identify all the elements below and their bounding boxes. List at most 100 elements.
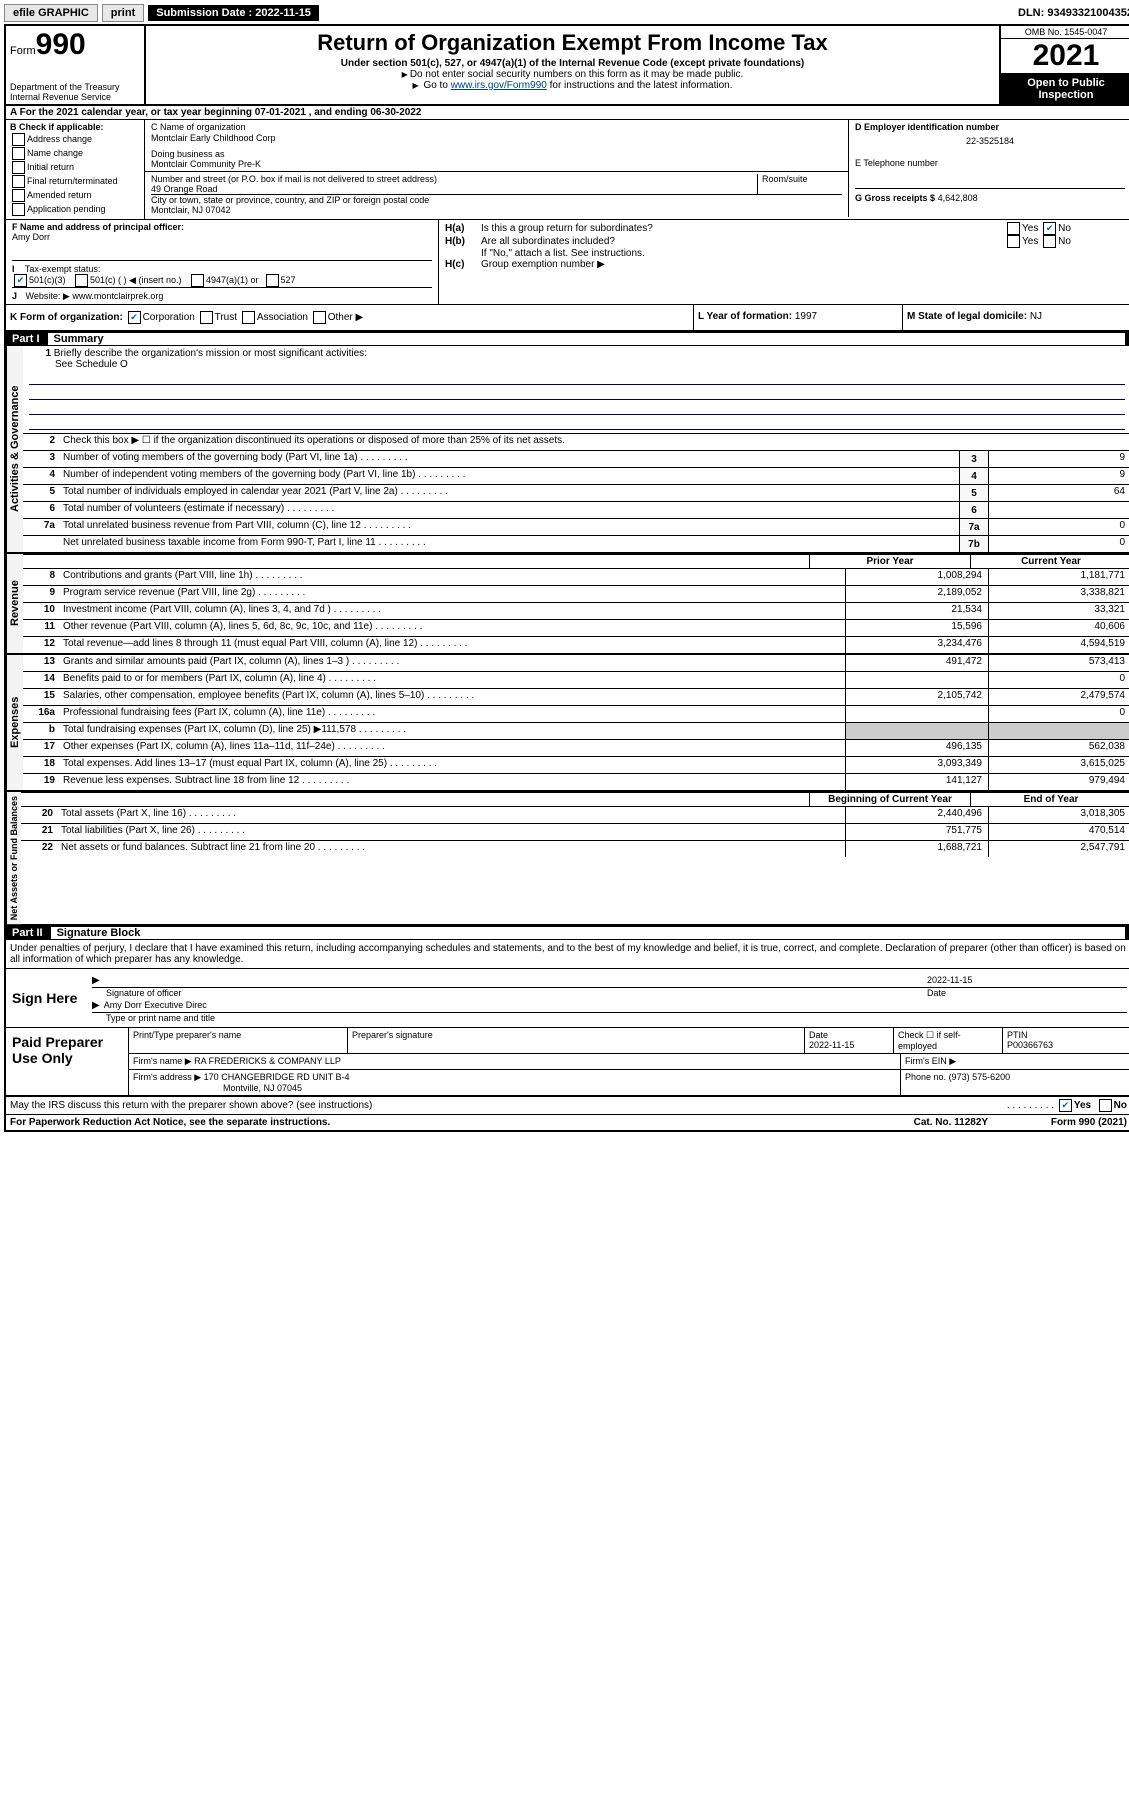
hb-text: Are all subordinates included? bbox=[481, 236, 1005, 247]
omb-number: OMB No. 1545-0047 bbox=[1001, 26, 1129, 39]
ha-yes[interactable] bbox=[1007, 222, 1020, 235]
row-j: J Website: ▶ www.montclairprek.org bbox=[12, 287, 432, 302]
ck-trust[interactable] bbox=[200, 311, 213, 324]
city-label: City or town, state or province, country… bbox=[151, 195, 842, 205]
note2-post: for instructions and the latest informat… bbox=[547, 80, 733, 91]
l3-text: Number of voting members of the governin… bbox=[59, 451, 959, 467]
opt-other: Other ▶ bbox=[328, 312, 363, 323]
cat-no: Cat. No. 11282Y bbox=[851, 1117, 1051, 1128]
opt-address-change[interactable]: Address change bbox=[10, 133, 140, 146]
m-state: M State of legal domicile: NJ bbox=[902, 305, 1129, 330]
opt-4947: 4947(a)(1) or bbox=[206, 275, 259, 285]
opt-name-change[interactable]: Name change bbox=[10, 147, 140, 160]
ck-4947[interactable] bbox=[191, 274, 204, 287]
table-row: 8Contributions and grants (Part VIII, li… bbox=[23, 568, 1129, 585]
footer-discuss: May the IRS discuss this return with the… bbox=[6, 1097, 1129, 1115]
l6-text: Total number of volunteers (estimate if … bbox=[59, 502, 959, 518]
prep-ptin-hdr: PTIN bbox=[1007, 1030, 1028, 1040]
l1-text: Briefly describe the organization's miss… bbox=[54, 348, 367, 359]
firm-addr1: 170 CHANGEBRIDGE RD UNIT B-4 bbox=[204, 1072, 350, 1082]
ha-no[interactable] bbox=[1043, 222, 1056, 235]
org-name: Montclair Early Childhood Corp bbox=[151, 132, 842, 149]
ck-corp[interactable] bbox=[128, 311, 141, 324]
l6-val bbox=[988, 502, 1129, 518]
part2-title: Signature Block bbox=[51, 927, 1125, 939]
table-row: 11Other revenue (Part VIII, column (A), … bbox=[23, 619, 1129, 636]
opt-initial-return[interactable]: Initial return bbox=[10, 161, 140, 174]
l4-text: Number of independent voting members of … bbox=[59, 468, 959, 484]
l5-text: Total number of individuals employed in … bbox=[59, 485, 959, 501]
table-row: 19Revenue less expenses. Subtract line 1… bbox=[23, 773, 1129, 790]
row-i: I Tax-exempt status: 501(c)(3) 501(c) ( … bbox=[12, 260, 432, 287]
hb-no[interactable] bbox=[1043, 235, 1056, 248]
rev-label: Revenue bbox=[6, 554, 23, 653]
row-a-tax-year: A For the 2021 calendar year, or tax yea… bbox=[6, 106, 1129, 120]
col-h: H(a) Is this a group return for subordin… bbox=[439, 220, 1129, 304]
irs-link[interactable]: www.irs.gov/Form990 bbox=[451, 80, 547, 91]
discuss-yes[interactable] bbox=[1059, 1099, 1072, 1112]
section-revenue: Revenue Prior YearCurrent Year 8Contribu… bbox=[6, 554, 1129, 655]
part2-num: Part II bbox=[12, 927, 43, 939]
row-klm: K Form of organization: Corporation Trus… bbox=[6, 305, 1129, 332]
section-governance: Activities & Governance 1 Briefly descri… bbox=[6, 346, 1129, 554]
hdr-begin: Beginning of Current Year bbox=[809, 793, 970, 806]
note2-pre: Go to bbox=[423, 80, 450, 91]
hdr-curr: Current Year bbox=[970, 555, 1129, 568]
table-row: bTotal fundraising expenses (Part IX, co… bbox=[23, 722, 1129, 739]
efile-button[interactable]: efile GRAPHIC bbox=[4, 4, 98, 22]
form-container: Form990 Department of the Treasury Inter… bbox=[4, 24, 1129, 1132]
opt-application-pending[interactable]: Application pending bbox=[10, 203, 140, 216]
ck-assoc[interactable] bbox=[242, 311, 255, 324]
col-de: D Employer identification number 22-3525… bbox=[849, 120, 1129, 217]
discuss-no[interactable] bbox=[1099, 1099, 1112, 1112]
website-label: Website: ▶ bbox=[26, 291, 70, 301]
ssn-note: Do not enter social security numbers on … bbox=[152, 69, 993, 80]
table-row: 22Net assets or fund balances. Subtract … bbox=[21, 840, 1129, 857]
discuss-text: May the IRS discuss this return with the… bbox=[10, 1100, 1007, 1111]
gross-receipts-label: G Gross receipts $ bbox=[855, 193, 935, 203]
part2-header: Part II Signature Block bbox=[6, 926, 1129, 940]
table-row: 15Salaries, other compensation, employee… bbox=[23, 688, 1129, 705]
hdr-prior: Prior Year bbox=[809, 555, 970, 568]
sign-here-label: Sign Here bbox=[6, 969, 88, 1027]
firm-name: RA FREDERICKS & COMPANY LLP bbox=[194, 1056, 341, 1066]
website-value: www.montclairprek.org bbox=[72, 291, 163, 301]
l1-val: See Schedule O bbox=[55, 359, 128, 370]
ck-501c[interactable] bbox=[75, 274, 88, 287]
opt-amended-return[interactable]: Amended return bbox=[10, 189, 140, 202]
prep-ptin-val: P00366763 bbox=[1007, 1040, 1053, 1050]
part1-num: Part I bbox=[12, 333, 40, 345]
prep-sig-hdr: Preparer's signature bbox=[348, 1028, 805, 1053]
header-right: OMB No. 1545-0047 2021 Open to Public In… bbox=[999, 26, 1129, 104]
opt-501c: 501(c) ( ) ◀ (insert no.) bbox=[90, 275, 181, 285]
k-form-org: K Form of organization: Corporation Trus… bbox=[6, 305, 693, 330]
prep-label: Paid Preparer Use Only bbox=[6, 1028, 129, 1095]
exp-label: Expenses bbox=[6, 655, 23, 790]
paperwork-notice: For Paperwork Reduction Act Notice, see … bbox=[10, 1117, 851, 1128]
opt-corp: Corporation bbox=[143, 312, 195, 323]
officer-label: F Name and address of principal officer: bbox=[12, 222, 432, 232]
line-1: 1 Briefly describe the organization's mi… bbox=[23, 346, 1129, 433]
col-c-org: C Name of organization Montclair Early C… bbox=[145, 120, 849, 217]
table-row: 17Other expenses (Part IX, column (A), l… bbox=[23, 739, 1129, 756]
form-header: Form990 Department of the Treasury Inter… bbox=[6, 26, 1129, 106]
l-year: L Year of formation: 1997 bbox=[693, 305, 902, 330]
l3-val: 9 bbox=[988, 451, 1129, 467]
table-row: 13Grants and similar amounts paid (Part … bbox=[23, 655, 1129, 671]
block-bcde: B Check if applicable: Address change Na… bbox=[6, 120, 1129, 220]
sig-date-val: 2022-11-15 bbox=[927, 975, 1127, 986]
k-label: K Form of organization: bbox=[10, 312, 123, 323]
sign-here-block: Sign Here 2022-11-15 Signature of office… bbox=[6, 969, 1129, 1028]
ck-other[interactable] bbox=[313, 311, 326, 324]
street-label: Number and street (or P.O. box if mail i… bbox=[151, 174, 757, 184]
sig-officer-line[interactable] bbox=[92, 975, 927, 986]
opt-final-return[interactable]: Final return/terminated bbox=[10, 175, 140, 188]
ck-501c3[interactable] bbox=[14, 274, 27, 287]
print-button[interactable]: print bbox=[102, 4, 144, 22]
header-left: Form990 Department of the Treasury Inter… bbox=[6, 26, 146, 104]
ck-527[interactable] bbox=[266, 274, 279, 287]
phone-label: E Telephone number bbox=[855, 158, 1125, 168]
hb-yes[interactable] bbox=[1007, 235, 1020, 248]
table-row: 20Total assets (Part X, line 16)2,440,49… bbox=[21, 806, 1129, 823]
firm-addr-label: Firm's address ▶ bbox=[133, 1072, 201, 1082]
